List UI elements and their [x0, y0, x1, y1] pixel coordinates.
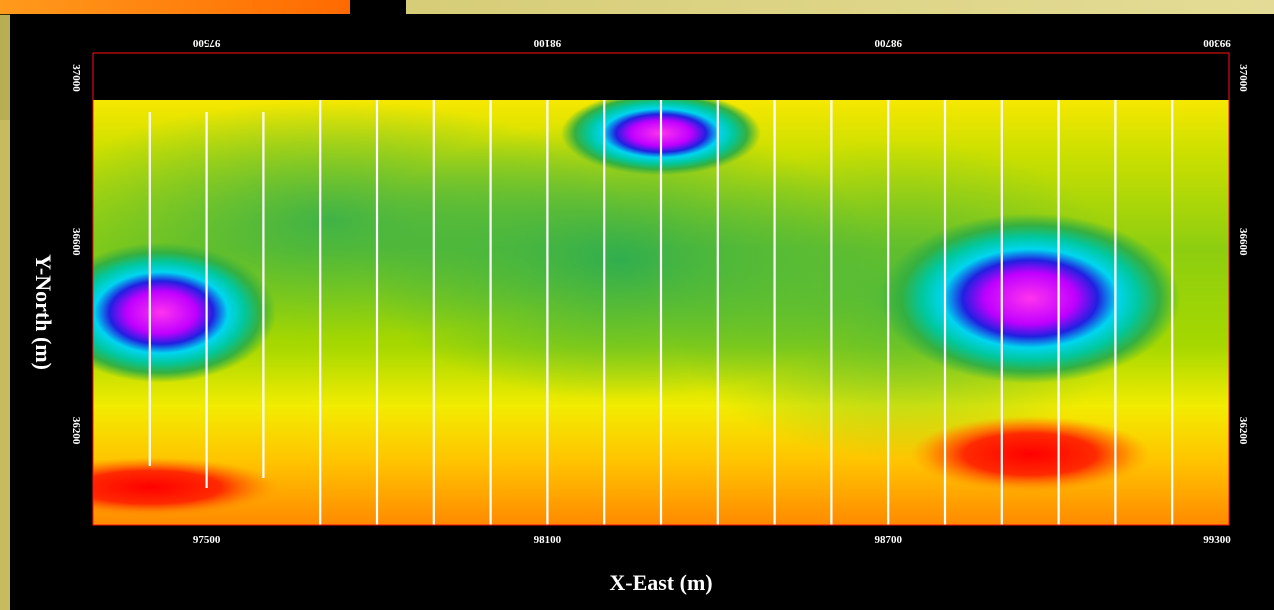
contour-anomaly-low	[880, 213, 1181, 384]
slide-left-margin	[0, 120, 10, 610]
y-tick-label-left: 36600	[70, 228, 82, 256]
axis-ticks: 97500 98100 98700 99300 97500 98100 98700 99300…	[70, 37, 1249, 546]
y-tick-label-right: 37000	[1237, 64, 1249, 92]
x-tick-label-top: 98100	[533, 37, 561, 49]
x-axis-title: X-East (m)	[609, 570, 712, 595]
x-tick-label-bottom: 99300	[1203, 534, 1231, 546]
contour-anomaly-low	[93, 242, 277, 383]
x-tick-label-bottom: 98700	[874, 534, 902, 546]
contour-anomaly-highest	[93, 457, 280, 518]
plot-frame	[92, 52, 1230, 526]
contour-fill	[93, 100, 1229, 525]
contour-anomaly-highest	[910, 416, 1151, 493]
survey-lines	[148, 100, 1174, 525]
y-tick-label-left: 37000	[70, 64, 82, 92]
x-tick-label-bottom: 98100	[534, 534, 562, 546]
x-tick-label-top: 98700	[874, 37, 902, 49]
inset-gap	[350, 0, 406, 14]
header-band	[93, 53, 1229, 100]
x-tick-label-top: 99300	[1203, 37, 1231, 49]
y-axis-title: Y-North (m)	[31, 254, 56, 370]
y-tick-label-right: 36600	[1237, 228, 1249, 256]
x-tick-label-top: 97500	[192, 37, 220, 49]
y-tick-label-left: 36200	[70, 417, 82, 445]
x-tick-label-bottom: 97500	[193, 534, 221, 546]
y-tick-label-right: 36200	[1237, 417, 1249, 445]
